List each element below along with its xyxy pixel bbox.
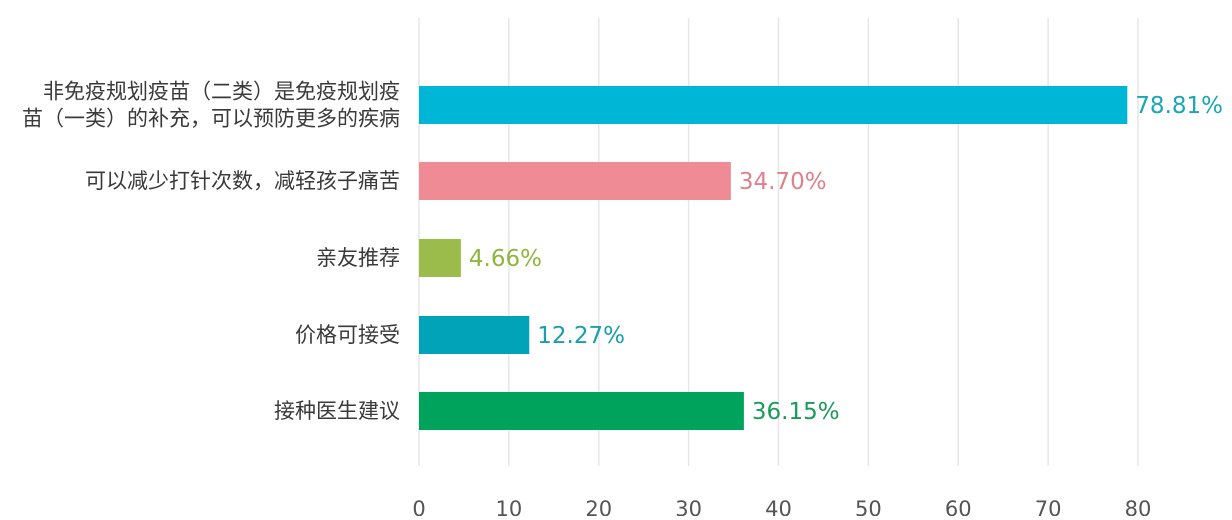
bar-4 bbox=[419, 316, 530, 354]
category-label-4: 价格可接受 bbox=[295, 323, 400, 347]
category-label-2: 可以减少打针次数，减轻孩子痛苦 bbox=[85, 169, 400, 193]
x-tick-label-0: 0 bbox=[412, 497, 425, 516]
category-label-3: 亲友推荐 bbox=[316, 246, 400, 270]
value-label-3: 4.66% bbox=[469, 246, 542, 272]
x-tick-label-60: 60 bbox=[945, 497, 972, 516]
value-label-2: 34.70% bbox=[739, 169, 827, 195]
x-tick-label-80: 80 bbox=[1125, 497, 1152, 516]
x-tick-label-70: 70 bbox=[1035, 497, 1062, 516]
x-tick-label-30: 30 bbox=[675, 497, 702, 516]
x-tick-label-40: 40 bbox=[765, 497, 792, 516]
x-tick-label-50: 50 bbox=[855, 497, 882, 516]
x-tick-label-10: 10 bbox=[496, 497, 523, 516]
bar-2 bbox=[419, 162, 731, 200]
value-label-layer: 78.81% 34.70% 4.66% 12.27% 36.15% bbox=[469, 93, 1223, 425]
bar-5 bbox=[419, 392, 744, 430]
category-label-5: 接种医生建议 bbox=[274, 399, 400, 423]
value-label-1: 78.81% bbox=[1135, 93, 1223, 119]
bar-1 bbox=[419, 86, 1128, 124]
x-tick-label-20: 20 bbox=[585, 497, 612, 516]
category-label-layer: 非免疫规划疫苗（二类）是免疫规划疫苗（一类）的补充，可以预防更多的疾病可以减少打… bbox=[22, 80, 400, 424]
value-label-4: 12.27% bbox=[537, 323, 625, 349]
x-axis-tick-layer: 0 10 20 30 40 50 60 70 80 bbox=[412, 497, 1152, 520]
category-label-1-line-2: 苗（一类）的补充，可以预防更多的疾病 bbox=[22, 107, 400, 131]
category-label-1-line-1: 非免疫规划疫苗（二类）是免疫规划疫 bbox=[43, 80, 400, 104]
bar-layer bbox=[419, 86, 1128, 430]
bar-3 bbox=[419, 239, 461, 277]
value-label-5: 36.15% bbox=[752, 399, 840, 425]
